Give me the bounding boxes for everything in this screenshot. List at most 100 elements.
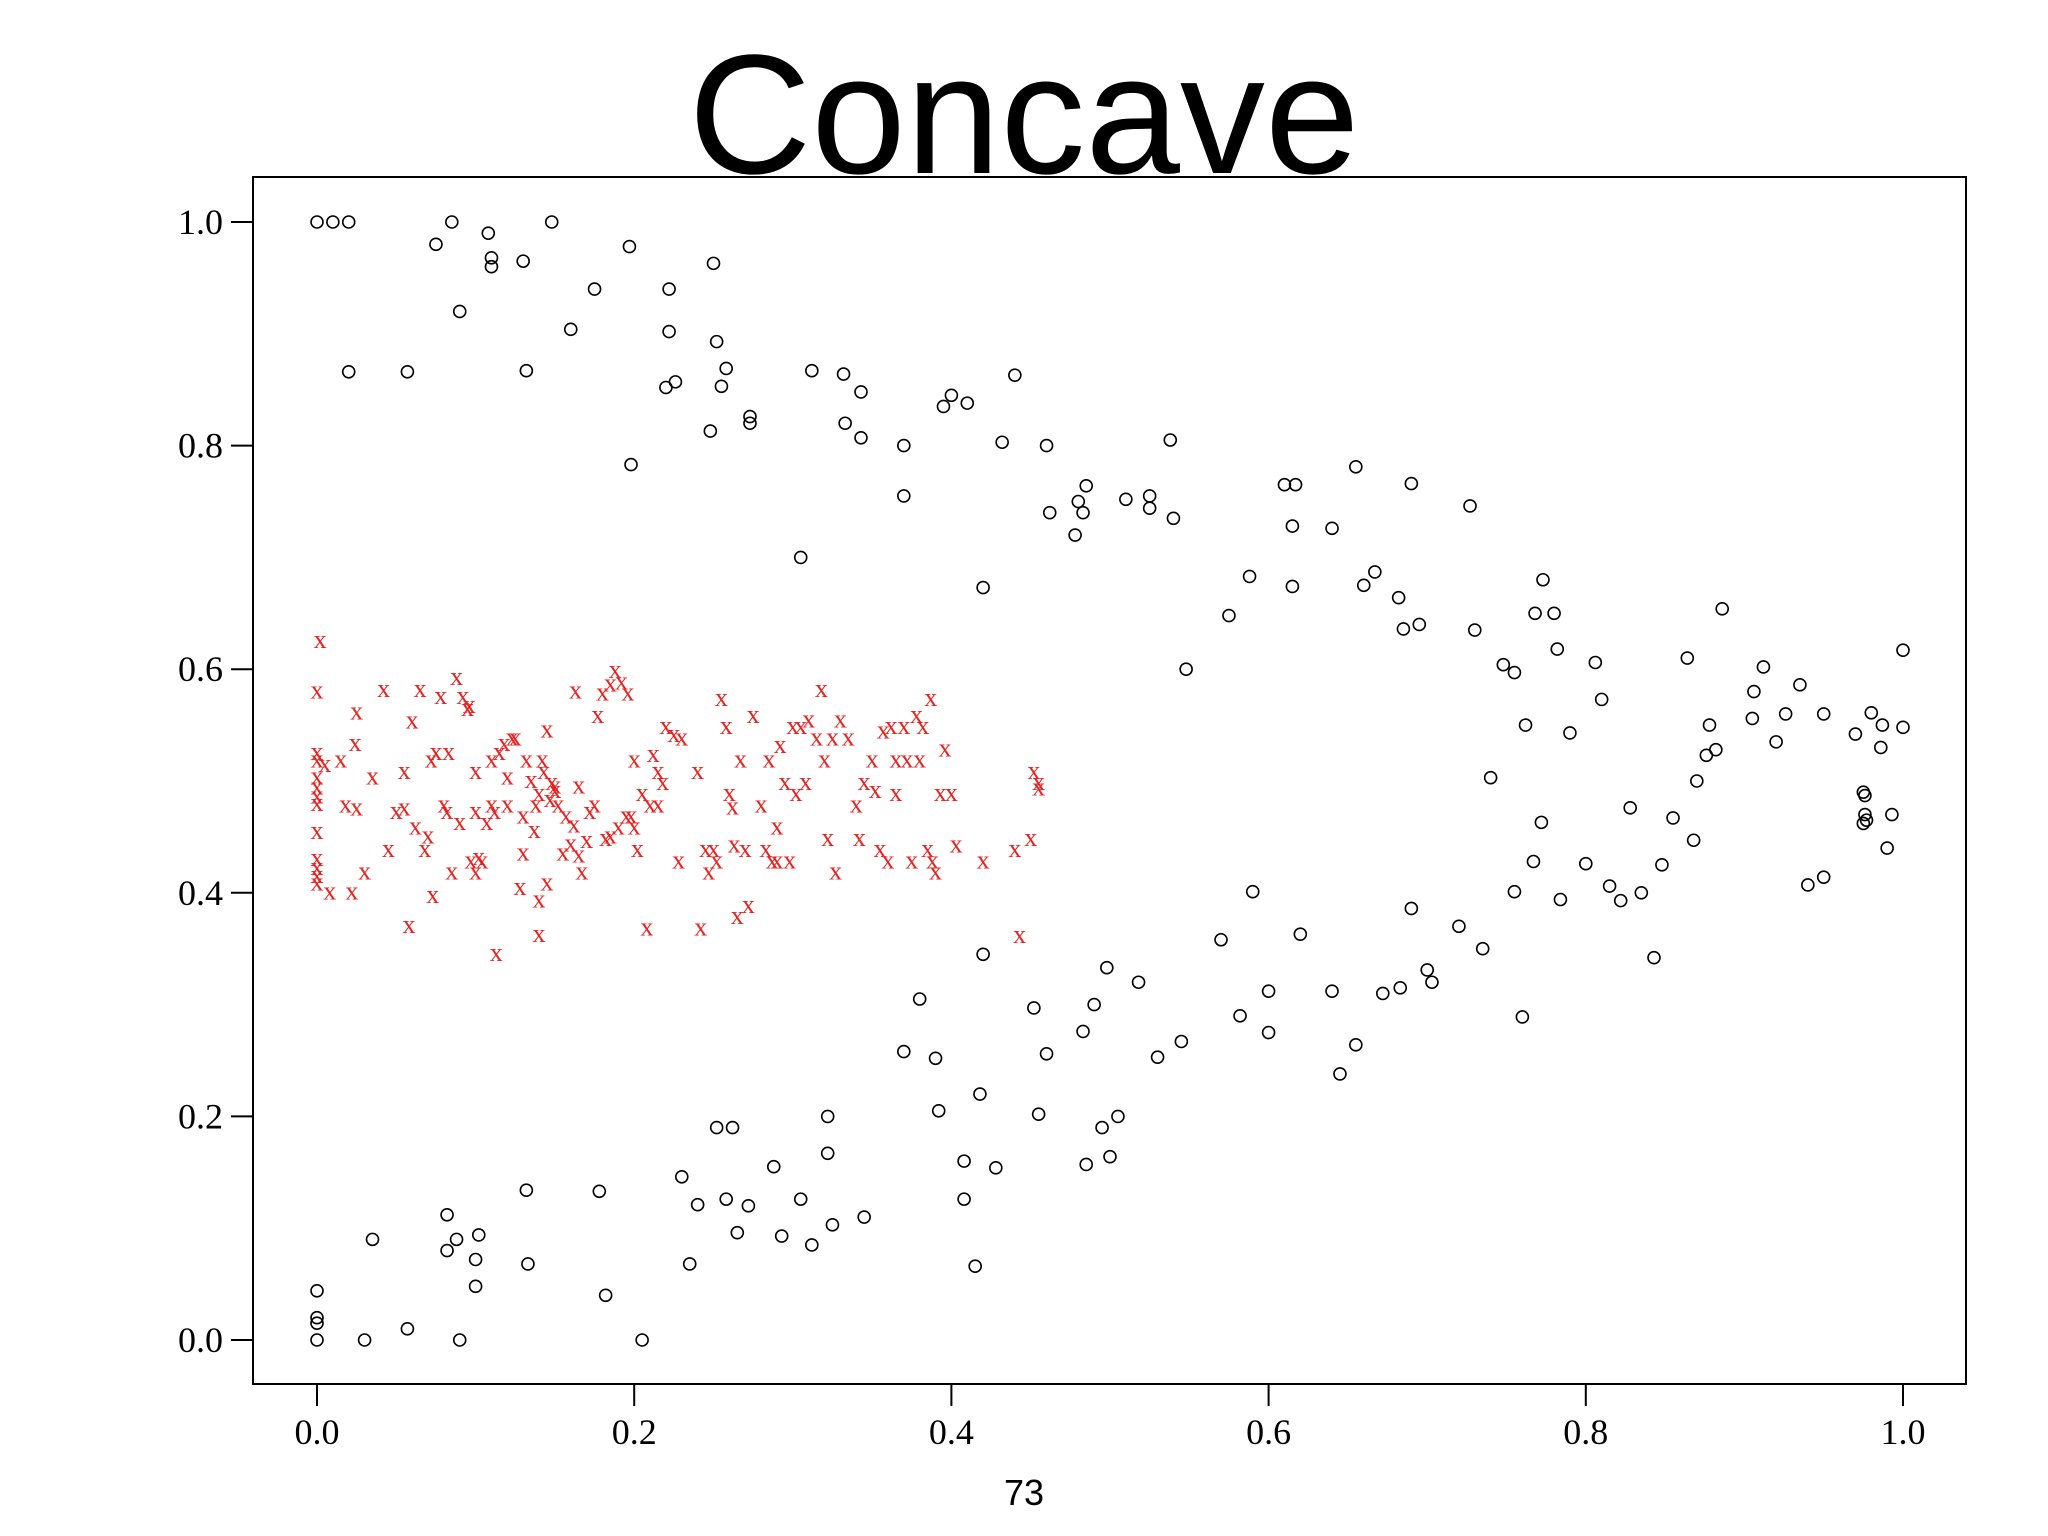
x-point: x — [349, 728, 362, 757]
x-point: x — [900, 745, 913, 774]
x-point: x — [398, 756, 411, 785]
circle-point — [1856, 816, 1871, 831]
x-point: x — [425, 745, 438, 774]
circle-point — [429, 237, 443, 252]
circle-point — [709, 334, 724, 349]
plot-frame — [252, 176, 1967, 1385]
x-point: x — [434, 681, 447, 710]
circle-point — [519, 1183, 534, 1197]
x-point: x — [877, 716, 890, 745]
circle-point — [1515, 1010, 1530, 1024]
circle-point — [1174, 1034, 1189, 1049]
x-point: x — [647, 739, 660, 768]
circle-point — [1068, 528, 1082, 542]
x-point: x — [311, 761, 324, 790]
circle-point — [912, 992, 927, 1006]
x-point: x — [552, 789, 565, 818]
circle-point — [1079, 1157, 1094, 1172]
x-point: x — [644, 789, 657, 818]
circle-point — [445, 215, 459, 229]
circle-point — [1027, 1001, 1041, 1015]
x-point: x — [528, 815, 541, 844]
x-point: x — [869, 775, 882, 804]
x-point: x — [591, 700, 604, 729]
x-point: x — [885, 711, 898, 740]
circle-point — [976, 947, 990, 962]
circle-point — [1594, 692, 1609, 707]
circle-point — [931, 1104, 946, 1118]
circle-point — [592, 1184, 607, 1199]
circle-point — [1214, 932, 1228, 947]
x-point: x — [628, 812, 641, 841]
circle-point — [703, 424, 718, 438]
x-point: x — [311, 788, 324, 817]
circle-point — [805, 1238, 819, 1252]
x-point: x — [699, 834, 712, 863]
x-point: x — [821, 823, 834, 852]
circle-point — [1349, 1038, 1363, 1052]
x-point: x — [889, 778, 902, 807]
circle-point — [897, 438, 911, 453]
x-point: x — [910, 700, 923, 729]
x-point: x — [456, 681, 469, 710]
x-point: x — [707, 834, 720, 863]
circle-point — [1288, 477, 1303, 492]
x-point: x — [442, 737, 455, 766]
x-point: x — [533, 778, 546, 807]
circle-point — [1793, 678, 1807, 692]
circle-point — [1031, 1107, 1046, 1121]
circle-point — [468, 1252, 483, 1267]
x-point: x — [734, 745, 747, 774]
circle-point — [1356, 578, 1371, 593]
x-point: x — [311, 771, 324, 800]
x-point: x — [422, 821, 435, 850]
x-point: x — [488, 796, 501, 825]
circle-point — [1103, 1149, 1117, 1164]
x-point: x — [556, 837, 569, 866]
circle-point — [544, 215, 559, 229]
x-point: x — [311, 816, 324, 845]
circle-point — [989, 1161, 1003, 1175]
circle-point — [1076, 1024, 1090, 1039]
x-point: x — [414, 674, 427, 703]
x-point: x — [485, 789, 498, 818]
circle-point — [1111, 1109, 1125, 1124]
x-point: x — [1024, 823, 1037, 852]
circle-point — [519, 363, 534, 378]
x-point: x — [429, 737, 442, 766]
x-point: x — [640, 912, 653, 941]
circle-point — [668, 375, 683, 389]
circle-point — [968, 1259, 982, 1274]
x-point: x — [461, 693, 474, 722]
x-point: x — [540, 714, 553, 743]
x-point: x — [905, 845, 918, 874]
circle-point — [1150, 1050, 1165, 1064]
x-point: x — [720, 711, 733, 740]
circle-point — [1076, 505, 1090, 520]
y-tick-label: 0.6 — [178, 649, 223, 689]
circle-point — [1655, 858, 1669, 872]
circle-point — [1634, 885, 1649, 900]
x-point: x — [715, 683, 728, 712]
circle-point — [1613, 893, 1628, 908]
circle-point — [725, 1120, 740, 1135]
circle-point — [1142, 501, 1157, 516]
data-points: xxxxxxxxxxxxxxxxxxxxxxxxxxxxxxxxxxxxxxxx… — [310, 215, 1910, 1347]
x-point: x — [501, 789, 514, 818]
x-point: x — [636, 778, 649, 807]
circle-point — [1100, 960, 1114, 975]
circle-point — [1896, 643, 1910, 657]
x-point: x — [345, 877, 358, 906]
circle-point — [1261, 1025, 1276, 1040]
x-point: x — [536, 745, 549, 774]
x-point: x — [540, 868, 553, 897]
x-point: x — [778, 767, 791, 796]
circle-point — [1396, 622, 1411, 636]
circle-point — [1039, 438, 1054, 453]
circle-point — [357, 1333, 372, 1347]
x-point: x — [426, 880, 439, 909]
x-point: x — [789, 778, 802, 807]
x-point: x — [921, 834, 934, 863]
circle-point — [449, 1232, 464, 1247]
x-point: x — [747, 700, 760, 729]
